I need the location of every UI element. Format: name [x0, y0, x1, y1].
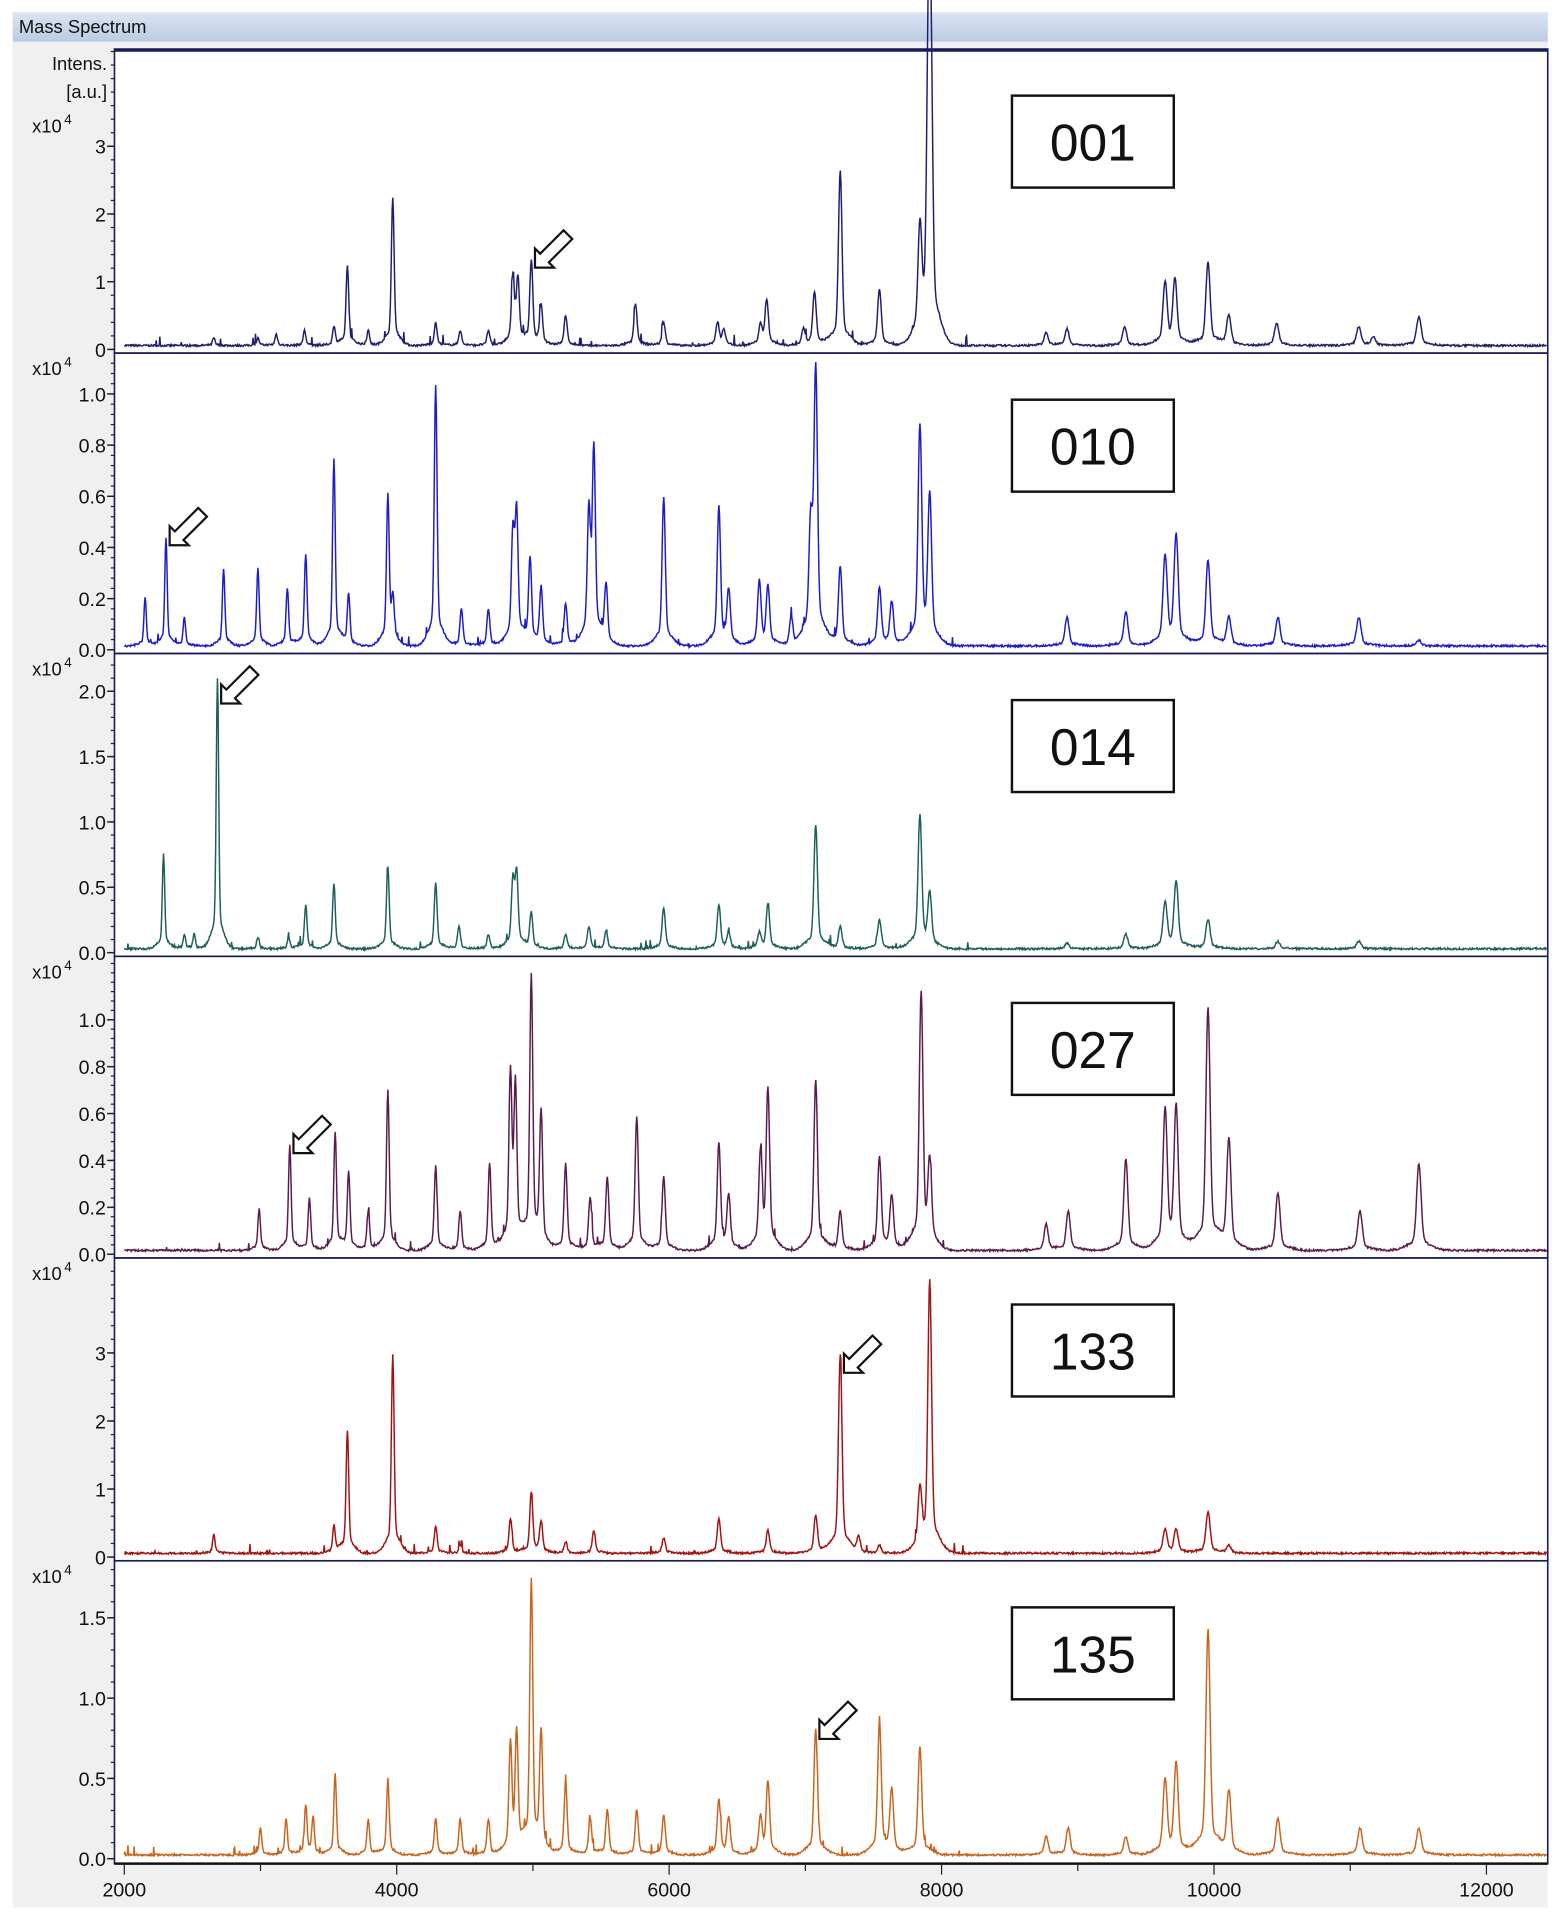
x-tick-label: 6000 — [647, 1880, 691, 1902]
spectrum-trace-133 — [123, 1279, 1548, 1557]
sample-label: 133 — [1050, 1323, 1136, 1381]
y-tick-label: 0.2 — [79, 589, 106, 611]
y-multiplier-label: x10 — [32, 358, 62, 379]
sample-label-box — [1010, 398, 1176, 493]
sample-label: 135 — [1050, 1625, 1136, 1683]
spectrum-panel-001: 0 1 2 3 x10 4 001 — [32, 0, 1549, 362]
sample-label-box — [1010, 1001, 1176, 1097]
spectrum-trace-027 — [123, 972, 1548, 1254]
y-multiplier-label: x10 — [32, 1566, 62, 1587]
spectrum-trace-014 — [123, 678, 1548, 952]
y-tick-label: 0.0 — [79, 640, 106, 662]
y-multiplier-label: x10 — [32, 115, 62, 136]
arrow-shape — [818, 1700, 859, 1741]
y-multiplier-label: x10 — [32, 961, 62, 982]
arrow-shape — [168, 506, 209, 547]
y-tick-label: 2 — [95, 204, 106, 226]
x-axis: 2000 4000 6000 8000 10000 12000 — [102, 1862, 1548, 1902]
sample-label: 010 — [1050, 418, 1136, 476]
sample-label: 001 — [1050, 114, 1136, 172]
y-tick-label: 0.2 — [79, 1198, 106, 1220]
y-tick-label: 0.0 — [79, 1245, 106, 1267]
x-tick-label: 10000 — [1187, 1880, 1242, 1902]
y-tick-label: 0.8 — [79, 1057, 106, 1079]
sample-label: 014 — [1050, 718, 1136, 776]
arrow-marker-icon — [842, 1333, 883, 1374]
y-multiplier-exponent: 4 — [64, 1259, 72, 1274]
y-axis-label-line1: Intens. — [52, 53, 107, 74]
arrow-marker-icon — [533, 228, 574, 269]
title-bar — [12, 12, 1548, 42]
y-tick-label: 0 — [95, 1547, 106, 1569]
y-multiplier-exponent: 4 — [64, 655, 72, 670]
y-tick-label: 1.0 — [79, 812, 106, 834]
sample-label-box — [1010, 698, 1176, 794]
y-tick-label: 0.8 — [79, 435, 106, 457]
sample-label: 027 — [1050, 1021, 1136, 1079]
x-tick-label: 12000 — [1459, 1880, 1514, 1902]
y-tick-label: 0.0 — [79, 943, 106, 965]
y-tick-label: 1 — [95, 272, 106, 294]
y-tick-label: 0.5 — [79, 1769, 106, 1791]
y-multiplier-label: x10 — [32, 659, 62, 680]
y-multiplier-label: x10 — [32, 1263, 62, 1284]
y-tick-label: 1 — [95, 1479, 106, 1501]
spectrum-panel-014: 0.0 0.5 1.0 1.5 2.0 x10 4 014 — [32, 652, 1549, 965]
spectrum-panel-135: 0.0 0.5 1.0 1.5 x10 4 135 — [32, 1559, 1549, 1871]
arrow-shape — [533, 228, 574, 269]
y-tick-label: 0.4 — [79, 1151, 106, 1173]
y-multiplier-exponent: 4 — [64, 958, 72, 973]
y-tick-label: 0 — [95, 340, 106, 362]
y-tick-label: 0.6 — [79, 1104, 106, 1126]
y-tick-label: 0.6 — [79, 487, 106, 509]
arrow-marker-icon — [168, 506, 209, 547]
x-tick-label: 8000 — [920, 1880, 964, 1902]
spectrum-trace-001 — [123, 0, 1547, 349]
spectrum-panel-010: 0.0 0.2 0.4 0.6 0.8 1.0 x10 4 010 — [32, 352, 1549, 662]
sample-label-box — [1010, 94, 1176, 189]
y-multiplier-exponent: 4 — [64, 1562, 72, 1577]
y-multiplier-exponent: 4 — [64, 112, 72, 127]
arrow-shape — [842, 1333, 883, 1374]
y-tick-label: 0.0 — [79, 1849, 106, 1871]
arrow-marker-icon — [292, 1114, 333, 1155]
y-tick-label: 1.5 — [79, 1608, 106, 1630]
arrow-marker-icon — [220, 664, 260, 705]
y-multiplier-exponent: 4 — [64, 355, 72, 370]
sample-label-box — [1010, 1303, 1176, 1398]
y-tick-label: 1.0 — [79, 1688, 106, 1710]
spectrum-panel-027: 0.0 0.2 0.4 0.6 0.8 1.0 x10 4 027 — [32, 955, 1549, 1267]
arrow-shape — [220, 664, 260, 705]
y-tick-label: 1.0 — [79, 1010, 106, 1032]
y-tick-label: 0.5 — [79, 878, 106, 900]
y-tick-label: 2.0 — [79, 682, 106, 704]
spectrum-trace-135 — [123, 1577, 1548, 1858]
arrow-shape — [292, 1114, 333, 1155]
y-axis-label-line2: [a.u.] — [66, 81, 107, 102]
y-tick-label: 0.4 — [79, 538, 106, 560]
y-tick-label: 1.5 — [79, 747, 106, 769]
y-tick-label: 3 — [95, 1343, 106, 1365]
arrow-marker-icon — [818, 1700, 859, 1741]
y-tick-label: 2 — [95, 1411, 106, 1433]
spectrum-trace-010 — [124, 362, 1547, 650]
y-tick-label: 3 — [95, 137, 106, 159]
x-tick-label: 2000 — [102, 1880, 146, 1902]
y-tick-label: 1.0 — [79, 384, 106, 406]
sample-label-box — [1010, 1606, 1176, 1701]
x-tick-label: 4000 — [375, 1880, 419, 1902]
window-title: Mass Spectrum — [19, 16, 147, 37]
